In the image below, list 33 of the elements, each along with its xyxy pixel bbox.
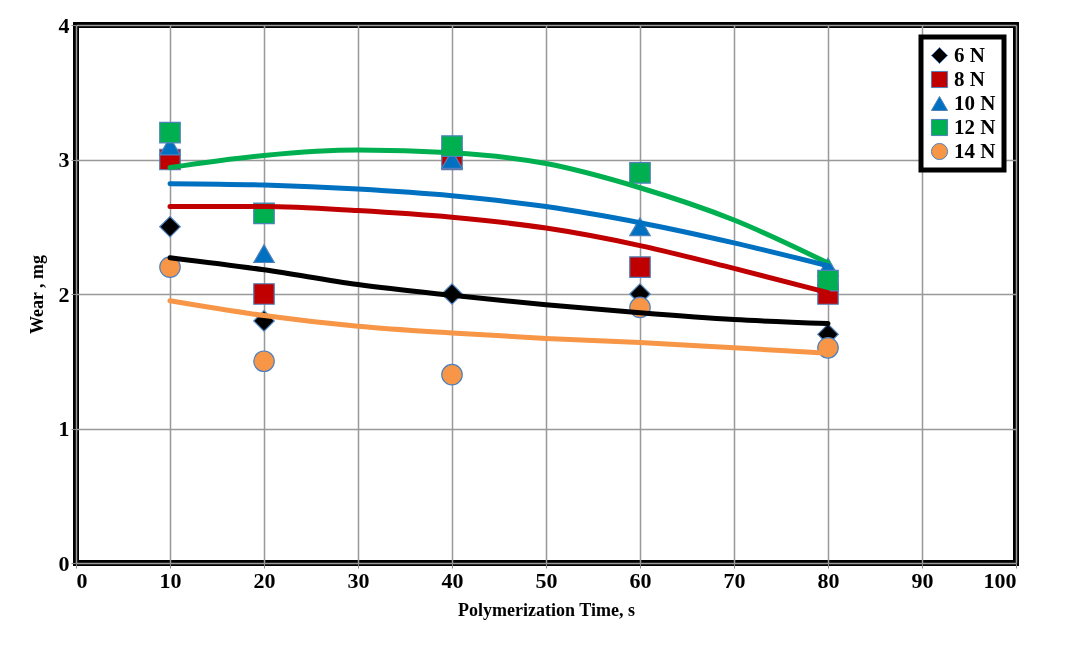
point (253, 283, 275, 305)
x-tick-label: 30 (347, 567, 370, 593)
legend-label: 6 N (954, 42, 985, 67)
x-tick-label: 80 (817, 567, 840, 593)
legend-label: 10 N (954, 90, 996, 115)
legend-label: 14 N (954, 138, 996, 163)
x-tick-label: 50 (535, 567, 558, 593)
x-tick-label: 10 (159, 567, 182, 593)
y-tick-label: 1 (58, 416, 70, 441)
y-tick-label: 0 (58, 550, 70, 576)
point (629, 256, 651, 278)
point (629, 162, 651, 184)
x-tick-label: 90 (911, 567, 934, 593)
point (441, 363, 463, 386)
x-tick-label: 20 (253, 567, 276, 593)
x-tick-label: 100 (983, 567, 1017, 593)
x-tick-label: 60 (629, 567, 652, 593)
point (159, 121, 181, 144)
y-tick-label: 3 (58, 147, 70, 172)
point (159, 256, 181, 278)
legend-label: 12 N (954, 114, 996, 139)
y-axis-title: Wear , mg (26, 254, 47, 335)
y-tick-label: 4 (58, 12, 70, 38)
x-tick-label: 40 (441, 567, 464, 593)
legend-label: 8 N (954, 66, 985, 91)
point (253, 350, 275, 373)
x-tick-label: 70 (723, 567, 746, 593)
y-tick-label: 2 (58, 281, 70, 307)
x-tick-label: 0 (76, 567, 88, 593)
x-axis-title: Polymerization Time, s (458, 599, 635, 620)
point (817, 269, 839, 292)
point (159, 215, 181, 238)
point (253, 244, 275, 264)
